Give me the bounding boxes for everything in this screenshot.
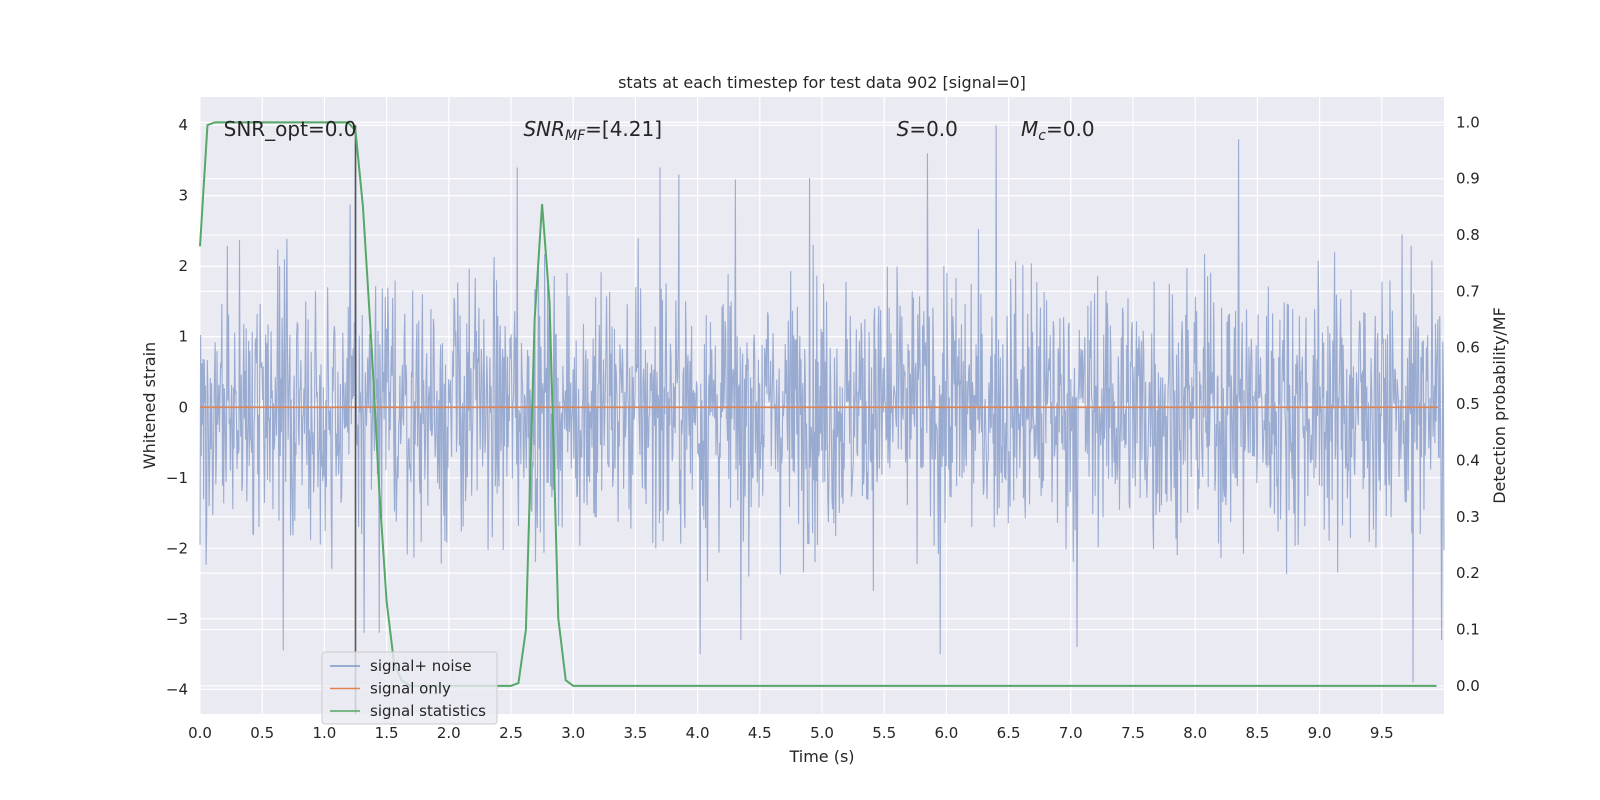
x-tick-label-16: 8.0	[1183, 724, 1207, 742]
y-tick-label-right-5: 0.5	[1456, 395, 1480, 413]
x-tick-label-8: 4.0	[686, 724, 710, 742]
x-tick-label-19: 9.5	[1370, 724, 1394, 742]
x-tick-label-18: 9.0	[1308, 724, 1332, 742]
y-tick-label-left-4: 0	[178, 398, 188, 416]
y-tick-label-left-2: 2	[178, 257, 188, 275]
annotation-snr-mf: SNRMF=[4.21]	[523, 117, 662, 144]
y-tick-label-right-1: 0.9	[1456, 170, 1480, 188]
y-tick-label-left-8: −4	[166, 680, 188, 698]
annotation-mc-sub: c	[1038, 128, 1046, 144]
noise-trace	[199, 125, 1445, 683]
x-tick-label-13: 6.5	[997, 724, 1021, 742]
y-tick-label-right-7: 0.3	[1456, 508, 1480, 526]
x-tick-label-14: 7.0	[1059, 724, 1083, 742]
y-tick-label-right-6: 0.4	[1456, 451, 1480, 469]
x-tick-label-9: 4.5	[748, 724, 772, 742]
y-tick-labels-right: 1.0 0.9 0.8 0.7 0.6 0.5 0.4 0.3 0.2 0.1 0.0	[1456, 113, 1480, 694]
x-tick-label-5: 2.5	[499, 724, 523, 742]
x-tick-label-0: 0.0	[188, 724, 212, 742]
annotation-s: S=0.0	[897, 117, 958, 141]
y-tick-label-right-9: 0.1	[1456, 620, 1480, 638]
legend-box	[321, 651, 498, 725]
annotation-snr-mf-value: =[4.21]	[585, 117, 662, 141]
x-tick-label-4: 2.0	[437, 724, 461, 742]
y-tick-label-right-8: 0.2	[1456, 564, 1480, 582]
y-tick-label-right-0: 1.0	[1456, 113, 1480, 131]
y-tick-label-left-0: 4	[178, 116, 188, 134]
y-tick-labels-left: 4 3 2 1 0 −1 −2 −3 −4	[166, 116, 188, 698]
annotation-snr-mf-main: SNR	[523, 117, 565, 141]
annotation-mc-value: =0.0	[1046, 117, 1095, 141]
annotation-mc: Mc=0.0	[1021, 117, 1095, 144]
legend: signal+ noise signal only signal statist…	[321, 651, 498, 725]
x-tick-label-15: 7.5	[1121, 724, 1145, 742]
annotation-s-value: =0.0	[909, 117, 958, 141]
chart-title: stats at each timestep for test data 902…	[618, 73, 1026, 92]
x-tick-label-1: 0.5	[250, 724, 274, 742]
y-tick-label-right-3: 0.7	[1456, 282, 1480, 300]
x-tick-label-12: 6.0	[934, 724, 958, 742]
series-signal-plus-noise	[199, 125, 1445, 683]
x-tick-label-2: 1.0	[312, 724, 336, 742]
x-tick-label-10: 5.0	[810, 724, 834, 742]
legend-label-signal-statistics: signal statistics	[370, 702, 486, 720]
x-tick-label-7: 3.5	[623, 724, 647, 742]
annotation-snr-opt: SNR_opt=0.0	[224, 117, 357, 141]
y-tick-label-left-5: −1	[166, 469, 188, 487]
x-tick-label-6: 3.0	[561, 724, 585, 742]
annotation-mc-main: M	[1021, 117, 1038, 141]
y-tick-label-left-7: −3	[166, 610, 188, 628]
legend-label-signal-only: signal only	[370, 680, 451, 698]
x-tick-label-11: 5.5	[872, 724, 896, 742]
y-axis-label-right: Detection probability/MF	[1490, 307, 1509, 504]
x-tick-label-17: 8.5	[1245, 724, 1269, 742]
y-tick-label-right-10: 0.0	[1456, 677, 1480, 695]
y-tick-label-left-6: −2	[166, 539, 188, 557]
y-tick-label-right-2: 0.8	[1456, 226, 1480, 244]
y-tick-label-right-4: 0.6	[1456, 339, 1480, 357]
y-tick-label-left-3: 1	[178, 328, 188, 346]
annotation-s-main: S	[897, 117, 910, 141]
legend-label-signal-plus-noise: signal+ noise	[370, 657, 472, 675]
x-tick-labels: 0.0 0.5 1.0 1.5 2.0 2.5 3.0 3.5 4.0 4.5 5.0 5.5 6.0 6…	[188, 724, 1394, 742]
x-tick-label-3: 1.5	[375, 724, 399, 742]
y-tick-label-left-1: 3	[178, 187, 188, 205]
annotation-snr-mf-sub: MF	[565, 128, 586, 144]
y-axis-label-left: Whitened strain	[140, 342, 159, 469]
x-axis-label: Time (s)	[788, 747, 854, 766]
